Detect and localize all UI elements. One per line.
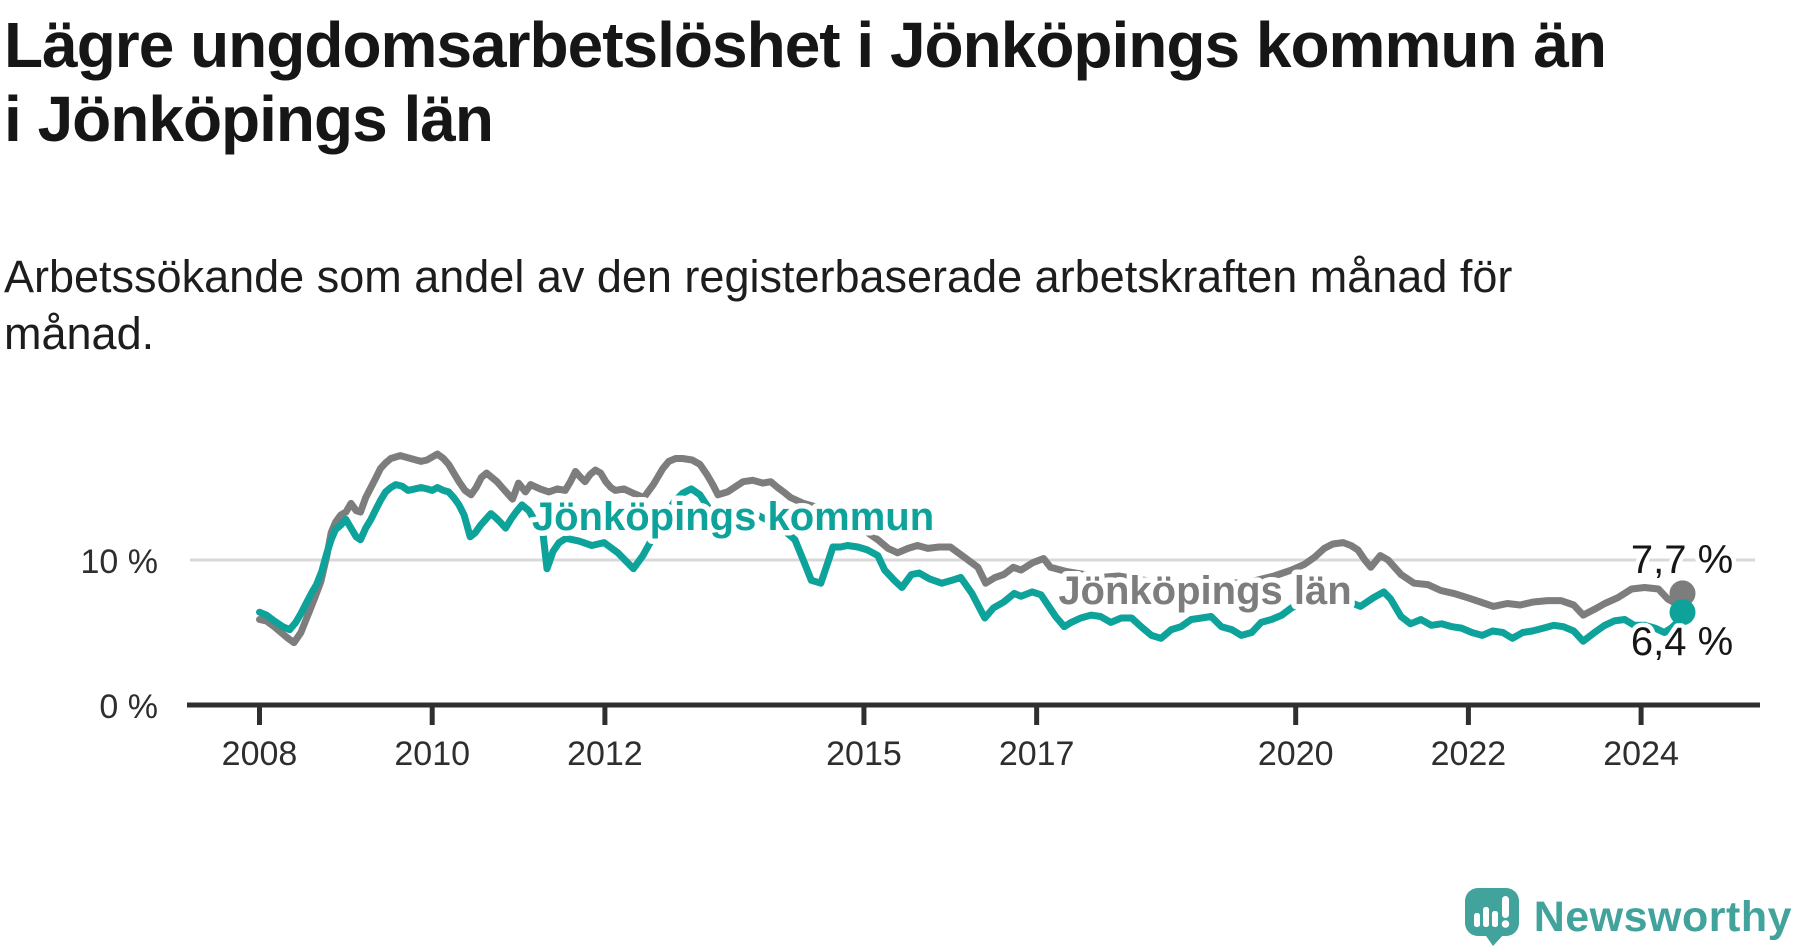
chart-subtitle: Arbetssökande som andel av den registerb…	[4, 251, 1513, 360]
x-tick-label: 2015	[826, 735, 902, 773]
series-line-kommun	[256, 481, 1686, 645]
end-value-label-lan: 7,7 %	[1631, 538, 1733, 582]
logo-bar-medium	[1491, 911, 1498, 927]
x-tick-label: 2017	[999, 735, 1075, 773]
logo-bar-small	[1473, 913, 1480, 927]
x-tick-label: 2008	[222, 735, 298, 773]
y-tick-label: 10 %	[81, 543, 159, 581]
newsworthy-logo-text: Newsworthy	[1533, 892, 1792, 941]
y-tick-label: 0 %	[99, 688, 158, 726]
x-tick-label: 2022	[1431, 735, 1507, 773]
x-tick-label: 2024	[1603, 735, 1679, 773]
series-line-lan	[256, 450, 1686, 647]
end-dot-kommun	[1669, 599, 1696, 626]
logo-exclamation-bar	[1501, 896, 1509, 918]
plot-layer: 10 % 0 % 2008 2010 2012 2015 2017 2020 2022 2024	[81, 450, 1760, 773]
series-label-lan: Jönköpings län	[1058, 569, 1351, 613]
end-dot-lan	[1669, 580, 1696, 607]
newsworthy-branding: Newsworthy	[1464, 888, 1792, 946]
x-tick-label: 2010	[394, 735, 470, 773]
chart-title: Lägre ungdomsarbetslöshet i Jönköpings k…	[4, 9, 1607, 156]
end-value-label-kommun: 6,4 %	[1631, 620, 1733, 664]
logo-exclamation-dot	[1501, 920, 1510, 928]
x-tick-label: 2020	[1258, 735, 1334, 773]
newsworthy-logo-icon	[1464, 888, 1519, 946]
x-tick-label: 2012	[567, 735, 643, 773]
series-label-kommun: Jönköpings kommun	[532, 495, 934, 539]
logo-bar-tall	[1482, 907, 1489, 927]
labels-layer: Jönköpings kommun Jönköpings län 7,7 % 6…	[526, 490, 1737, 669]
